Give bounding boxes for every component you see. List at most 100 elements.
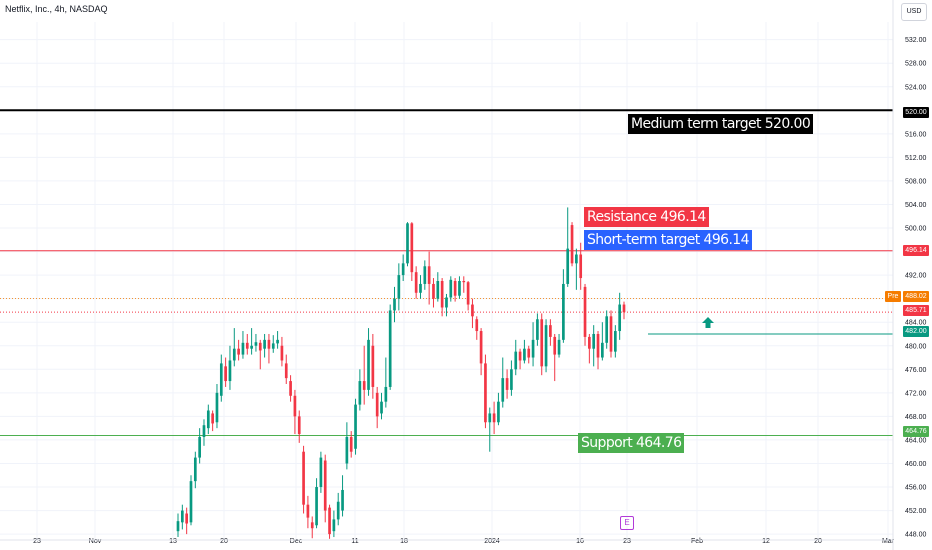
candle bbox=[380, 392, 383, 420]
candle-body bbox=[250, 345, 253, 349]
x-tick-label: 11 bbox=[351, 538, 358, 545]
x-tick-label: 23 bbox=[623, 538, 631, 545]
candle bbox=[367, 328, 370, 396]
candle bbox=[202, 419, 206, 446]
candle bbox=[228, 345, 232, 390]
candle-body bbox=[501, 378, 505, 402]
candle bbox=[557, 333, 561, 358]
candle-body bbox=[284, 363, 288, 379]
candle bbox=[371, 333, 375, 399]
y-tick-label: 516.00 bbox=[905, 131, 927, 138]
x-tick-label: 2024 bbox=[484, 538, 500, 545]
candle bbox=[345, 422, 349, 470]
candle-body bbox=[185, 513, 189, 524]
candle bbox=[453, 278, 457, 302]
candle-body bbox=[518, 351, 522, 361]
candle bbox=[466, 281, 470, 311]
candle-body bbox=[618, 304, 622, 332]
candle-body bbox=[336, 501, 340, 520]
resistance-label: Resistance 496.14 bbox=[584, 207, 709, 227]
candlestick-series bbox=[176, 207, 626, 539]
candle bbox=[549, 319, 552, 346]
candle-body bbox=[419, 283, 422, 293]
candle bbox=[544, 319, 548, 373]
candle-body bbox=[505, 378, 509, 390]
candle-body bbox=[479, 331, 483, 364]
candle-body bbox=[471, 304, 474, 317]
candle-body bbox=[497, 401, 500, 423]
candle-body bbox=[622, 304, 626, 313]
currency-button[interactable]: USD bbox=[901, 3, 927, 21]
candle-body bbox=[211, 413, 214, 424]
candle-body bbox=[466, 282, 470, 305]
candle-body bbox=[254, 342, 258, 346]
candle bbox=[180, 504, 184, 530]
candle bbox=[553, 333, 557, 382]
candle-body bbox=[193, 457, 197, 482]
y-tick-label: 476.00 bbox=[905, 367, 927, 374]
candle bbox=[189, 475, 193, 526]
candle bbox=[211, 410, 214, 432]
candle bbox=[271, 335, 275, 353]
candle-body bbox=[219, 363, 223, 396]
price-tag-496: 496.14 bbox=[903, 245, 929, 256]
candle bbox=[592, 325, 596, 367]
candle-body bbox=[397, 275, 401, 299]
pre-market-badge: Pre bbox=[885, 291, 901, 302]
candle bbox=[245, 333, 249, 355]
candle-body bbox=[566, 248, 570, 284]
support-label: Support 464.76 bbox=[578, 433, 685, 453]
x-tick-label: 20 bbox=[814, 538, 822, 545]
candle bbox=[527, 345, 531, 364]
candle-body bbox=[310, 522, 314, 529]
candle-body bbox=[423, 266, 427, 284]
candle-body bbox=[445, 297, 448, 308]
candle-body bbox=[267, 339, 271, 349]
candle-body bbox=[176, 521, 180, 532]
candle-body bbox=[198, 436, 201, 458]
candle bbox=[458, 276, 461, 299]
candle-body bbox=[289, 381, 292, 396]
earnings-icon[interactable]: E bbox=[620, 516, 634, 530]
x-tick-label: Dec bbox=[290, 538, 303, 545]
y-tick-label: 452.00 bbox=[905, 508, 927, 515]
candle-body bbox=[536, 319, 539, 340]
y-tick-label: 504.00 bbox=[905, 202, 927, 209]
candle bbox=[505, 369, 509, 399]
y-tick-label: 508.00 bbox=[905, 178, 927, 185]
y-tick-label: 528.00 bbox=[905, 61, 927, 68]
candle bbox=[462, 276, 466, 293]
candle bbox=[354, 398, 357, 455]
candle-body bbox=[215, 392, 219, 423]
candle-body bbox=[228, 360, 232, 382]
candle bbox=[284, 354, 288, 385]
x-tick-label: 13 bbox=[169, 538, 177, 545]
candle-body bbox=[206, 410, 210, 429]
x-tick-label: Nov bbox=[89, 538, 102, 545]
candle bbox=[427, 251, 431, 305]
candle-body bbox=[354, 404, 357, 449]
candle bbox=[570, 222, 574, 267]
candle-body bbox=[180, 510, 184, 523]
price-tag-464: 464.76 bbox=[903, 426, 929, 437]
y-tick-label: 480.00 bbox=[905, 343, 927, 350]
candle-body bbox=[401, 263, 405, 276]
y-tick-label: 532.00 bbox=[905, 37, 927, 44]
candle-body bbox=[427, 266, 431, 284]
candle-body bbox=[440, 281, 444, 308]
candle bbox=[341, 475, 344, 517]
candle-body bbox=[302, 451, 305, 505]
candle bbox=[297, 410, 301, 443]
candle-body bbox=[349, 436, 353, 452]
candle bbox=[423, 260, 427, 290]
candle bbox=[440, 278, 444, 317]
candle bbox=[401, 254, 405, 281]
candle-body bbox=[189, 481, 193, 523]
candle-body bbox=[241, 342, 245, 355]
candle-body bbox=[332, 519, 336, 532]
candle-body bbox=[475, 319, 479, 332]
candle bbox=[566, 207, 570, 287]
candle-body bbox=[276, 339, 279, 344]
candle-body bbox=[613, 331, 617, 352]
